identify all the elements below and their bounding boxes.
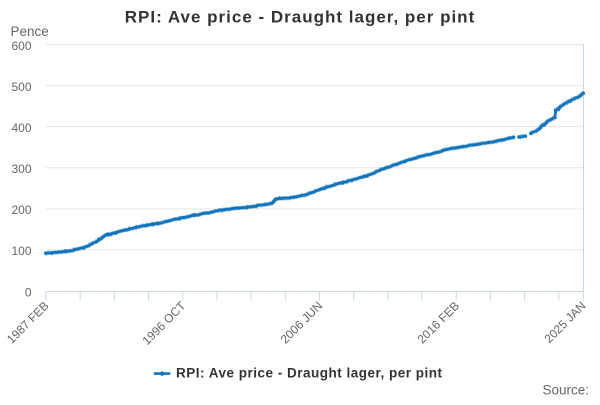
svg-text:Pence: Pence <box>11 24 49 39</box>
svg-text:200: 200 <box>11 203 31 217</box>
svg-text:500: 500 <box>11 80 31 94</box>
svg-text:RPI: Ave price - Draught lager: RPI: Ave price - Draught lager, per pint <box>176 366 443 381</box>
svg-text:100: 100 <box>11 244 31 258</box>
svg-text:400: 400 <box>11 121 31 135</box>
svg-text:Source:: Source: <box>542 383 589 398</box>
svg-text:RPI: Ave price - Draught lager: RPI: Ave price - Draught lager, per pint <box>125 7 475 26</box>
svg-text:600: 600 <box>11 39 31 53</box>
svg-text:0: 0 <box>25 285 32 299</box>
svg-text:300: 300 <box>11 162 31 176</box>
